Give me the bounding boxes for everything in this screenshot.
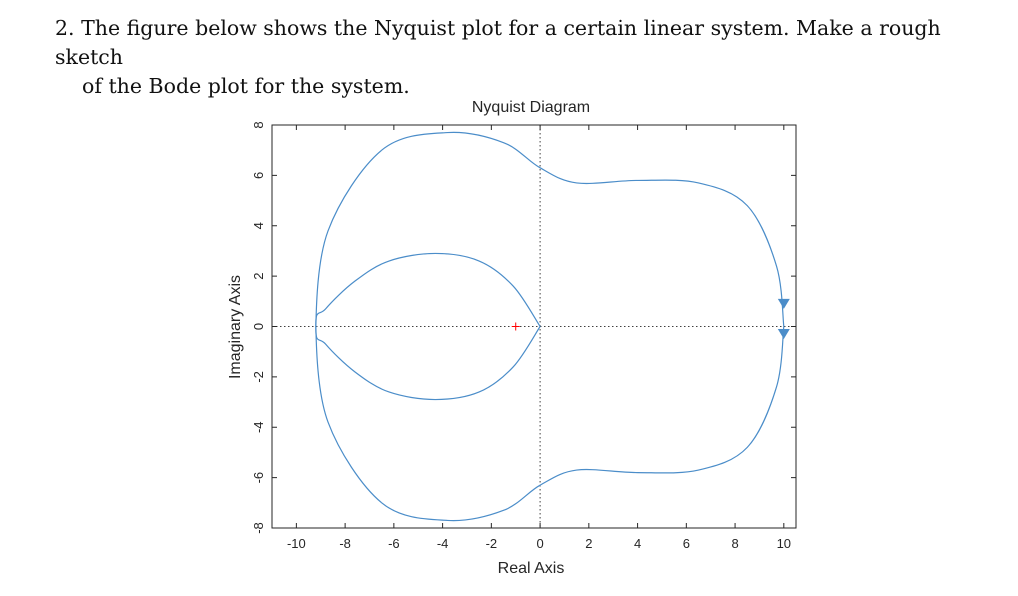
x-tick-label: -10 — [287, 536, 306, 551]
y-tick-label: -2 — [251, 371, 266, 383]
plot-area: -10 -8 -6 -4 -2 0 2 4 6 8 10 -8 -6 -4 -2 0 2 4 6 8 — [251, 121, 797, 551]
x-tick-label: 2 — [585, 536, 592, 551]
y-tick-label: 8 — [251, 121, 266, 128]
direction-arrow — [777, 329, 790, 340]
y-tick-label: -4 — [251, 421, 266, 433]
x-tick-label: 8 — [731, 536, 738, 551]
x-tick-label: -4 — [437, 536, 449, 551]
x-axis-label: Real Axis — [498, 560, 565, 577]
y-tick-label: 4 — [251, 222, 266, 229]
direction-arrow — [777, 298, 790, 309]
x-tick-label: 4 — [634, 536, 641, 551]
x-tick-label: 6 — [683, 536, 690, 551]
nyquist-curve — [315, 131, 785, 401]
x-tick-label: 0 — [536, 536, 543, 551]
x-tick-label: -2 — [486, 536, 498, 551]
problem-line1: The figure below shows the Nyquist plot … — [55, 16, 941, 69]
problem-statement: 2. The figure below shows the Nyquist pl… — [55, 14, 1000, 101]
y-tick-label: -6 — [251, 472, 266, 484]
y-tick-label: 2 — [251, 273, 266, 280]
chart-title: Nyquist Diagram — [472, 99, 590, 116]
x-tick-label: -8 — [339, 536, 351, 551]
y-tick-label: -8 — [251, 522, 266, 534]
x-tick-label: -6 — [388, 536, 400, 551]
y-tick-label: 0 — [251, 323, 266, 330]
y-axis-label: Imaginary Axis — [227, 275, 244, 379]
problem-line2: of the Bode plot for the system. — [82, 74, 410, 98]
nyquist-curve — [315, 252, 785, 522]
x-tick-label: 10 — [777, 536, 791, 551]
problem-number: 2. — [55, 16, 75, 40]
y-tick-label: 6 — [251, 172, 266, 179]
